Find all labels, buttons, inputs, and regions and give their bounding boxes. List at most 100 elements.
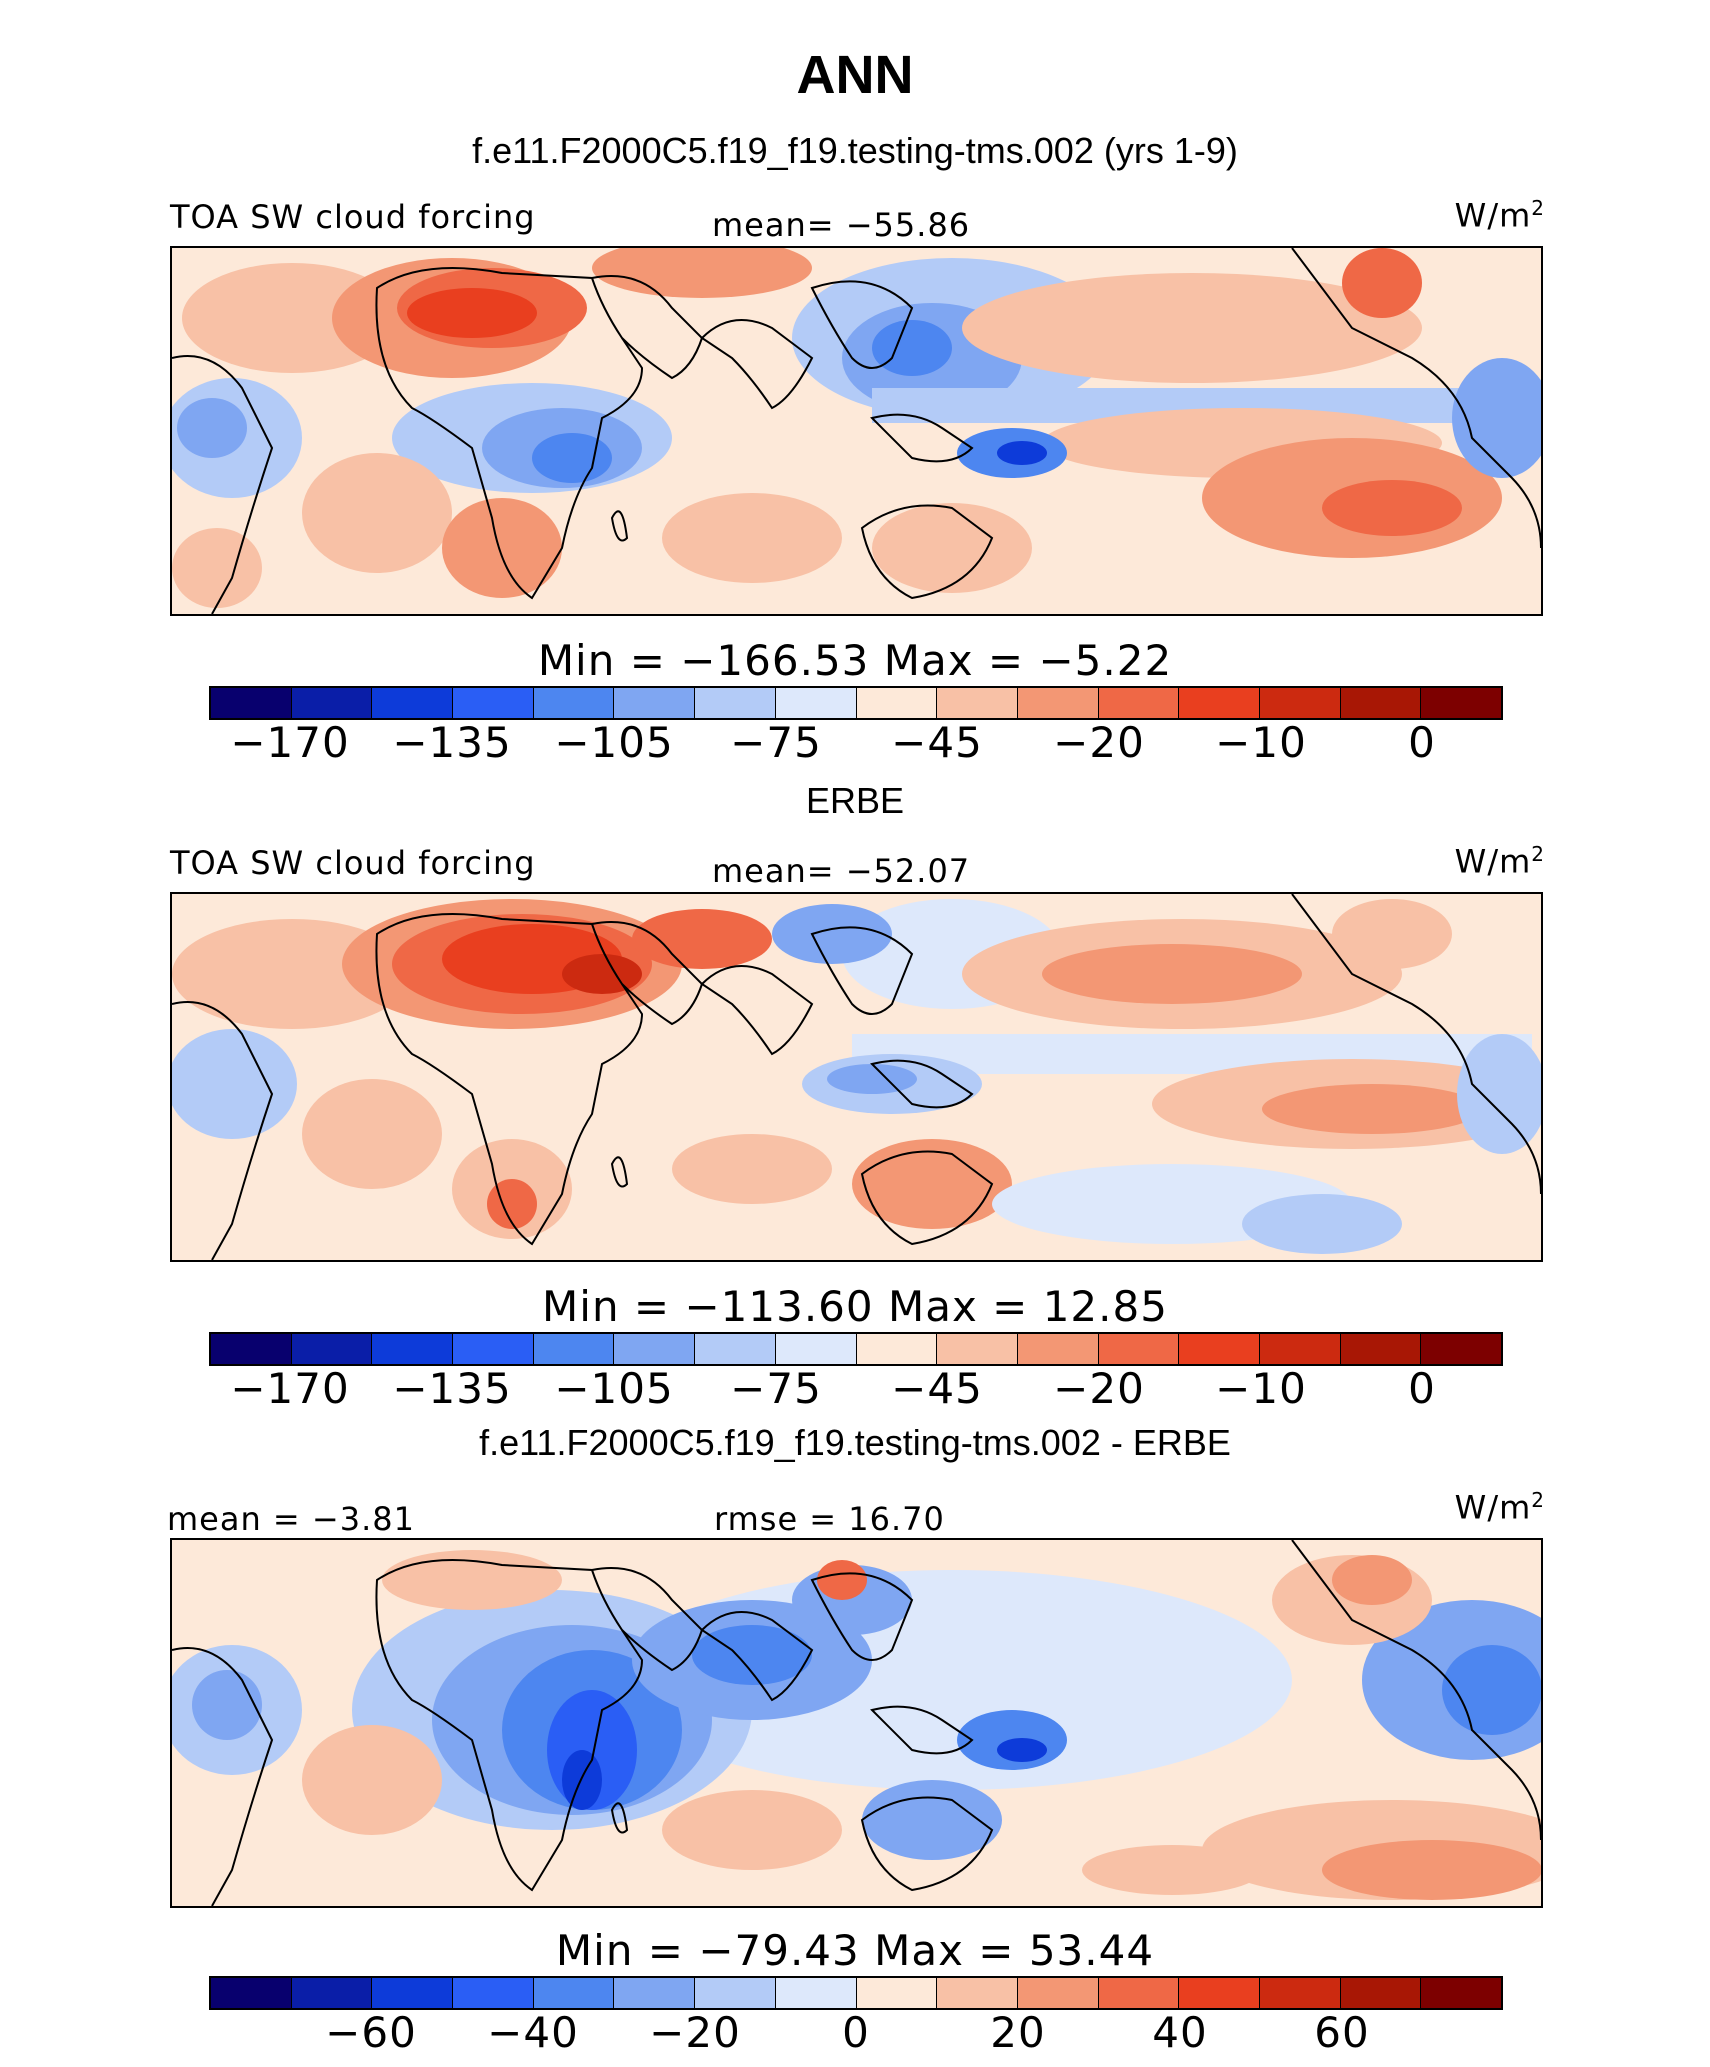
colorbar-tick: −20 [1053,718,1145,767]
colorbar-swatch [453,688,534,718]
colorbar-swatch [1098,1978,1180,2008]
colorbar-swatch [372,1978,454,2008]
colorbar-swatch [372,1334,454,1364]
colorbar-swatch [211,1334,292,1364]
colorbar-tick: −60 [325,2008,417,2057]
colorbar-tick: −75 [730,1364,822,1413]
panel-3-map [170,1538,1543,1908]
panel-3-colorbar-ticks: −60 −40 −20 0 20 40 60 [0,2008,1710,2057]
colorbar-swatch [775,1978,857,2008]
panel-1-map [170,246,1543,616]
colorbar-swatch [937,1334,1018,1364]
panel-3-mean-label: mean = −3.81 [167,1500,415,1538]
colorbar-tick: 60 [1314,2008,1370,2057]
colorbar-tick: 40 [1152,2008,1208,2057]
colorbar-tick: −170 [230,718,350,767]
colorbar-swatch [291,1334,373,1364]
panel-2-mean-label: mean= −52.07 [712,852,971,890]
colorbar-swatch [695,688,776,718]
colorbar-swatch [856,1978,938,2008]
colorbar-swatch [533,1978,615,2008]
colorbar-swatch [1340,688,1422,718]
colorbar-swatch [533,688,615,718]
panel-2-minmax: Min = −113.60 Max = 12.85 [542,1282,1168,1331]
figure-title: ANN [796,45,914,105]
colorbar-swatch [291,688,373,718]
colorbar-swatch [775,688,857,718]
panel-1-coastlines [172,248,1541,614]
colorbar-swatch [614,1334,696,1364]
colorbar-swatch [937,688,1018,718]
colorbar-tick: −20 [1053,1364,1145,1413]
colorbar-tick: −45 [891,1364,983,1413]
colorbar-swatch [614,1978,696,2008]
colorbar-swatch [775,1334,857,1364]
colorbar-swatch [453,1978,534,2008]
colorbar-swatch [695,1334,776,1364]
colorbar-swatch [1340,1334,1422,1364]
panel-2-coastlines [172,894,1541,1260]
panel-3-colorbar [209,1976,1503,2010]
colorbar-tick: 0 [1408,1364,1436,1413]
colorbar-swatch [1179,1978,1260,2008]
panel-3-minmax: Min = −79.43 Max = 53.44 [555,1926,1155,1975]
panel-3-rmse-label: rmse = 16.70 [714,1500,945,1538]
colorbar-swatch [1421,1334,1501,1364]
colorbar-tick: −105 [554,1364,674,1413]
colorbar-swatch [211,1978,292,2008]
colorbar-swatch [1179,1334,1260,1364]
panel-2-title: ERBE [805,780,905,821]
colorbar-swatch [533,1334,615,1364]
colorbar-swatch [453,1334,534,1364]
colorbar-swatch [372,688,454,718]
panel-1-contours [172,248,1541,608]
panel-3-title: f.e11.F2000C5.f19_f19.testing-tms.002 - … [479,1422,1231,1463]
colorbar-tick: −10 [1215,718,1307,767]
colorbar-tick: −170 [230,1364,350,1413]
panel-3-units-label: W/m2 [1454,1488,1545,1527]
colorbar-tick: −75 [730,718,822,767]
panel-2-map [170,892,1543,1262]
colorbar-swatch [1017,1334,1099,1364]
colorbar-swatch [1259,1334,1341,1364]
colorbar-tick: −40 [487,2008,579,2057]
colorbar-swatch [211,688,292,718]
panel-2-contours [172,899,1541,1254]
panel-1-colorbar [209,686,1503,720]
colorbar-swatch [856,688,938,718]
colorbar-swatch [1098,1334,1180,1364]
panel-3-coastlines [172,1540,1541,1906]
colorbar-swatch [291,1978,373,2008]
colorbar-swatch [1259,688,1341,718]
colorbar-tick: 0 [1408,718,1436,767]
panel-2-colorbar-ticks: −170 −135 −105 −75 −45 −20 −10 0 [0,1364,1710,1413]
colorbar-tick: 20 [990,2008,1046,2057]
colorbar-swatch [1017,688,1099,718]
colorbar-swatch [1340,1978,1422,2008]
panel-2-colorbar [209,1332,1503,1366]
colorbar-tick: −135 [392,1364,512,1413]
colorbar-swatch [1098,688,1180,718]
colorbar-tick: −105 [554,718,674,767]
panel-1-variable-label: TOA SW cloud forcing [170,198,536,236]
colorbar-tick: 0 [842,2008,870,2057]
panel-1-title: f.e11.F2000C5.f19_f19.testing-tms.002 (y… [472,130,1238,171]
colorbar-swatch [695,1978,776,2008]
panel-1-minmax: Min = −166.53 Max = −5.22 [537,636,1173,685]
colorbar-tick: −135 [392,718,512,767]
colorbar-tick: −10 [1215,1364,1307,1413]
colorbar-swatch [856,1334,938,1364]
colorbar-swatch [1421,1978,1501,2008]
colorbar-swatch [1421,688,1501,718]
colorbar-swatch [1259,1978,1341,2008]
colorbar-swatch [614,688,696,718]
colorbar-swatch [937,1978,1018,2008]
colorbar-tick: −20 [649,2008,741,2057]
panel-2-units-label: W/m2 [1454,842,1545,881]
panel-1-mean-label: mean= −55.86 [712,206,971,244]
colorbar-swatch [1179,688,1260,718]
panel-2-variable-label: TOA SW cloud forcing [170,844,536,882]
colorbar-tick: −45 [891,718,983,767]
panel-1-units-label: W/m2 [1454,196,1545,235]
panel-1-colorbar-ticks: −170 −135 −105 −75 −45 −20 −10 0 [0,718,1710,767]
